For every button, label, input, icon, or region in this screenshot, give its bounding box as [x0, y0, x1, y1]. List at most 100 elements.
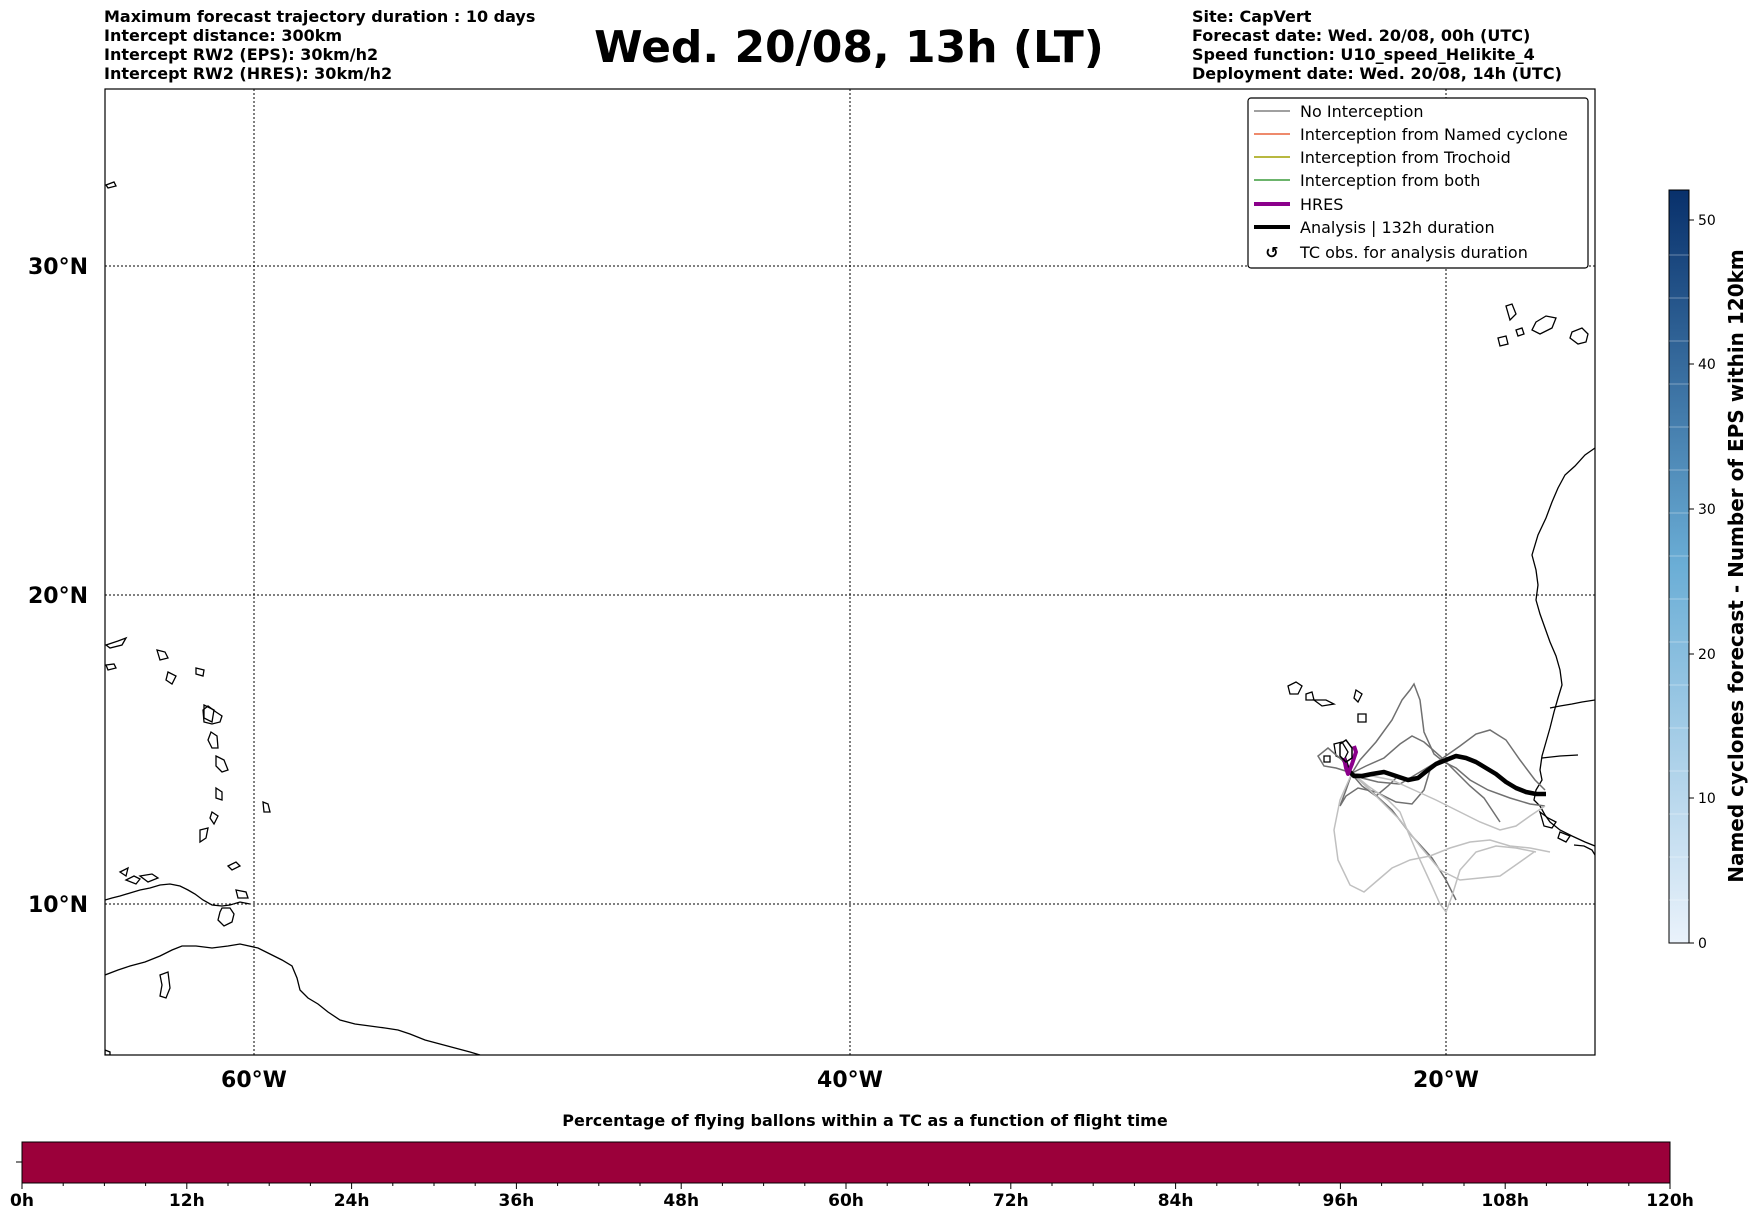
- coast-gambia: [1541, 754, 1579, 759]
- colorbar-tick-label: 50: [1698, 213, 1716, 229]
- flight-time-fill: [21, 1141, 1671, 1184]
- coast-canary-2: [1497, 335, 1509, 347]
- coast-st-vincent: [209, 810, 219, 826]
- legend-item: Analysis | 132h duration: [1254, 218, 1495, 237]
- coast-bonaire: [124, 875, 142, 885]
- intercept-eps-text: Intercept RW2 (EPS): 30km/h2: [104, 45, 379, 64]
- colorbar-tick-label: 10: [1698, 791, 1716, 807]
- analysis-trajectory: [1341, 753, 1546, 797]
- coast-cv-sal: [1353, 688, 1363, 704]
- legend-label: Interception from Named cyclone: [1300, 125, 1568, 144]
- legend-item: ↺ TC obs. for analysis duration: [1265, 243, 1528, 262]
- lat-label: 30°N: [28, 255, 88, 280]
- coast-virgin: [105, 663, 117, 671]
- flight-time-tick: 48h: [663, 1191, 699, 1211]
- map-legend: No Interception Interception from Named …: [1247, 97, 1589, 269]
- coast-bissau-islands: [1538, 810, 1557, 829]
- flight-time-tick: 108h: [1481, 1191, 1529, 1211]
- coast-canary-3: [1515, 327, 1525, 337]
- eps-trajectories: [1317, 682, 1551, 914]
- coast-trinidad: [217, 907, 235, 927]
- flight-time-tick: 24h: [334, 1191, 370, 1211]
- lat-label: 10°N: [28, 893, 88, 918]
- colorbar-bands: [1669, 254, 1689, 901]
- lat-label: 20°N: [28, 584, 88, 609]
- flight-time-bar: Percentage of flying ballons within a TC…: [10, 1111, 1694, 1211]
- eps-trajectory: [1317, 747, 1397, 797]
- eps-trajectory-light: [1351, 772, 1546, 831]
- coast-guinea: [1573, 844, 1595, 856]
- coast-cv-boa-vista: [1357, 713, 1367, 723]
- legend-item: Interception from Named cyclone: [1254, 125, 1568, 144]
- eps-trajectory: [1351, 682, 1546, 807]
- coast-martinique: [215, 754, 229, 773]
- flight-time-tick: 60h: [828, 1191, 864, 1211]
- coast-south-america: [105, 943, 481, 1055]
- coast-dominica: [207, 731, 219, 749]
- coast-guyana-river: [159, 971, 171, 999]
- max-duration-text: Maximum forecast trajectory duration : 1…: [104, 7, 536, 26]
- legend-label: TC obs. for analysis duration: [1299, 243, 1528, 262]
- coast-margarita: [138, 873, 160, 883]
- coast-senegal: [1549, 699, 1595, 709]
- lon-label: 20°W: [1413, 1068, 1479, 1093]
- coast-cv-santo-antao: [1287, 681, 1303, 695]
- legend-item: Interception from Trochoid: [1254, 148, 1511, 167]
- eps-trajectory-light: [1351, 772, 1535, 881]
- eps-trajectory-light: [1351, 772, 1537, 914]
- eps-trajectory: [1351, 735, 1501, 823]
- coast-cv-fogo: [1323, 755, 1331, 763]
- deployment-site-marker: [1339, 738, 1353, 763]
- legend-label: No Interception: [1300, 102, 1424, 121]
- flight-time-tick: 120h: [1646, 1191, 1694, 1211]
- legend-label: Analysis | 132h duration: [1300, 218, 1495, 237]
- eps-trajectory: [1351, 729, 1546, 791]
- coast-canary-5: [1569, 327, 1589, 345]
- flight-time-tick: 0h: [10, 1191, 34, 1211]
- flight-time-tick: 96h: [1323, 1191, 1359, 1211]
- map-area: [105, 89, 1595, 1055]
- colorbar-tick-label: 20: [1698, 647, 1716, 663]
- coast-tobago: [226, 861, 242, 871]
- legend-label: HRES: [1300, 195, 1343, 214]
- forecast-date-text: Forecast date: Wed. 20/08, 00h (UTC): [1192, 26, 1531, 45]
- coast-bissau-islands-2: [1557, 831, 1571, 843]
- coast-leeward-2: [165, 671, 177, 685]
- coast-barbados: [262, 800, 271, 813]
- colorbar-gradient: [1668, 189, 1690, 944]
- flight-time-tick: 12h: [169, 1191, 205, 1211]
- lon-label: 60°W: [221, 1068, 287, 1093]
- legend-item: Interception from both: [1254, 171, 1480, 190]
- coast-west-africa: [1531, 447, 1595, 847]
- colorbar-ticks: [1689, 219, 1694, 944]
- coast-st-lucia: [215, 786, 223, 801]
- flight-time-tick: 36h: [499, 1191, 535, 1211]
- coast-leeward-3: [195, 667, 205, 677]
- eps-trajectory-light: [1333, 772, 1551, 893]
- colorbar-tick-label: 40: [1698, 357, 1716, 373]
- header-right-info: Site: CapVert Forecast date: Wed. 20/08,…: [1192, 7, 1562, 83]
- legend-item: HRES: [1254, 195, 1343, 214]
- coast-guadeloupe: [202, 705, 223, 725]
- intercept-distance-text: Intercept distance: 300km: [104, 26, 343, 45]
- hres-trajectory: [1342, 745, 1358, 776]
- coast-bottom-left: [105, 1049, 111, 1055]
- deployment-date-text: Deployment date: Wed. 20/08, 14h (UTC): [1192, 64, 1562, 83]
- coast-north-ne: [105, 181, 117, 189]
- colorbar: 0 10 20 30 40 50 Named cyclones forecast…: [1668, 189, 1748, 952]
- flight-time-minor-ticks: [21, 1183, 1671, 1189]
- coast-canary-1: [1505, 303, 1517, 322]
- flight-time-title: Percentage of flying ballons within a TC…: [562, 1111, 1168, 1130]
- legend-label: Interception from both: [1300, 171, 1480, 190]
- gridlines: [105, 89, 1595, 1055]
- legend-box: [1247, 97, 1589, 269]
- coast-grenadines: [199, 827, 209, 844]
- tc-obs-icon: ↺: [1265, 243, 1278, 262]
- speed-function-text: Speed function: U10_speed_Helikite_4: [1192, 45, 1535, 64]
- coast-cv-sao-nicolau: [1312, 699, 1337, 707]
- lon-label: 40°W: [817, 1068, 883, 1093]
- coast-trinidad-east: [235, 889, 249, 899]
- coast-leeward-1: [156, 649, 169, 661]
- flight-time-tick-labels: 0h 12h 24h 36h 48h 60h 72h 84h 96h 108h …: [10, 1191, 1694, 1211]
